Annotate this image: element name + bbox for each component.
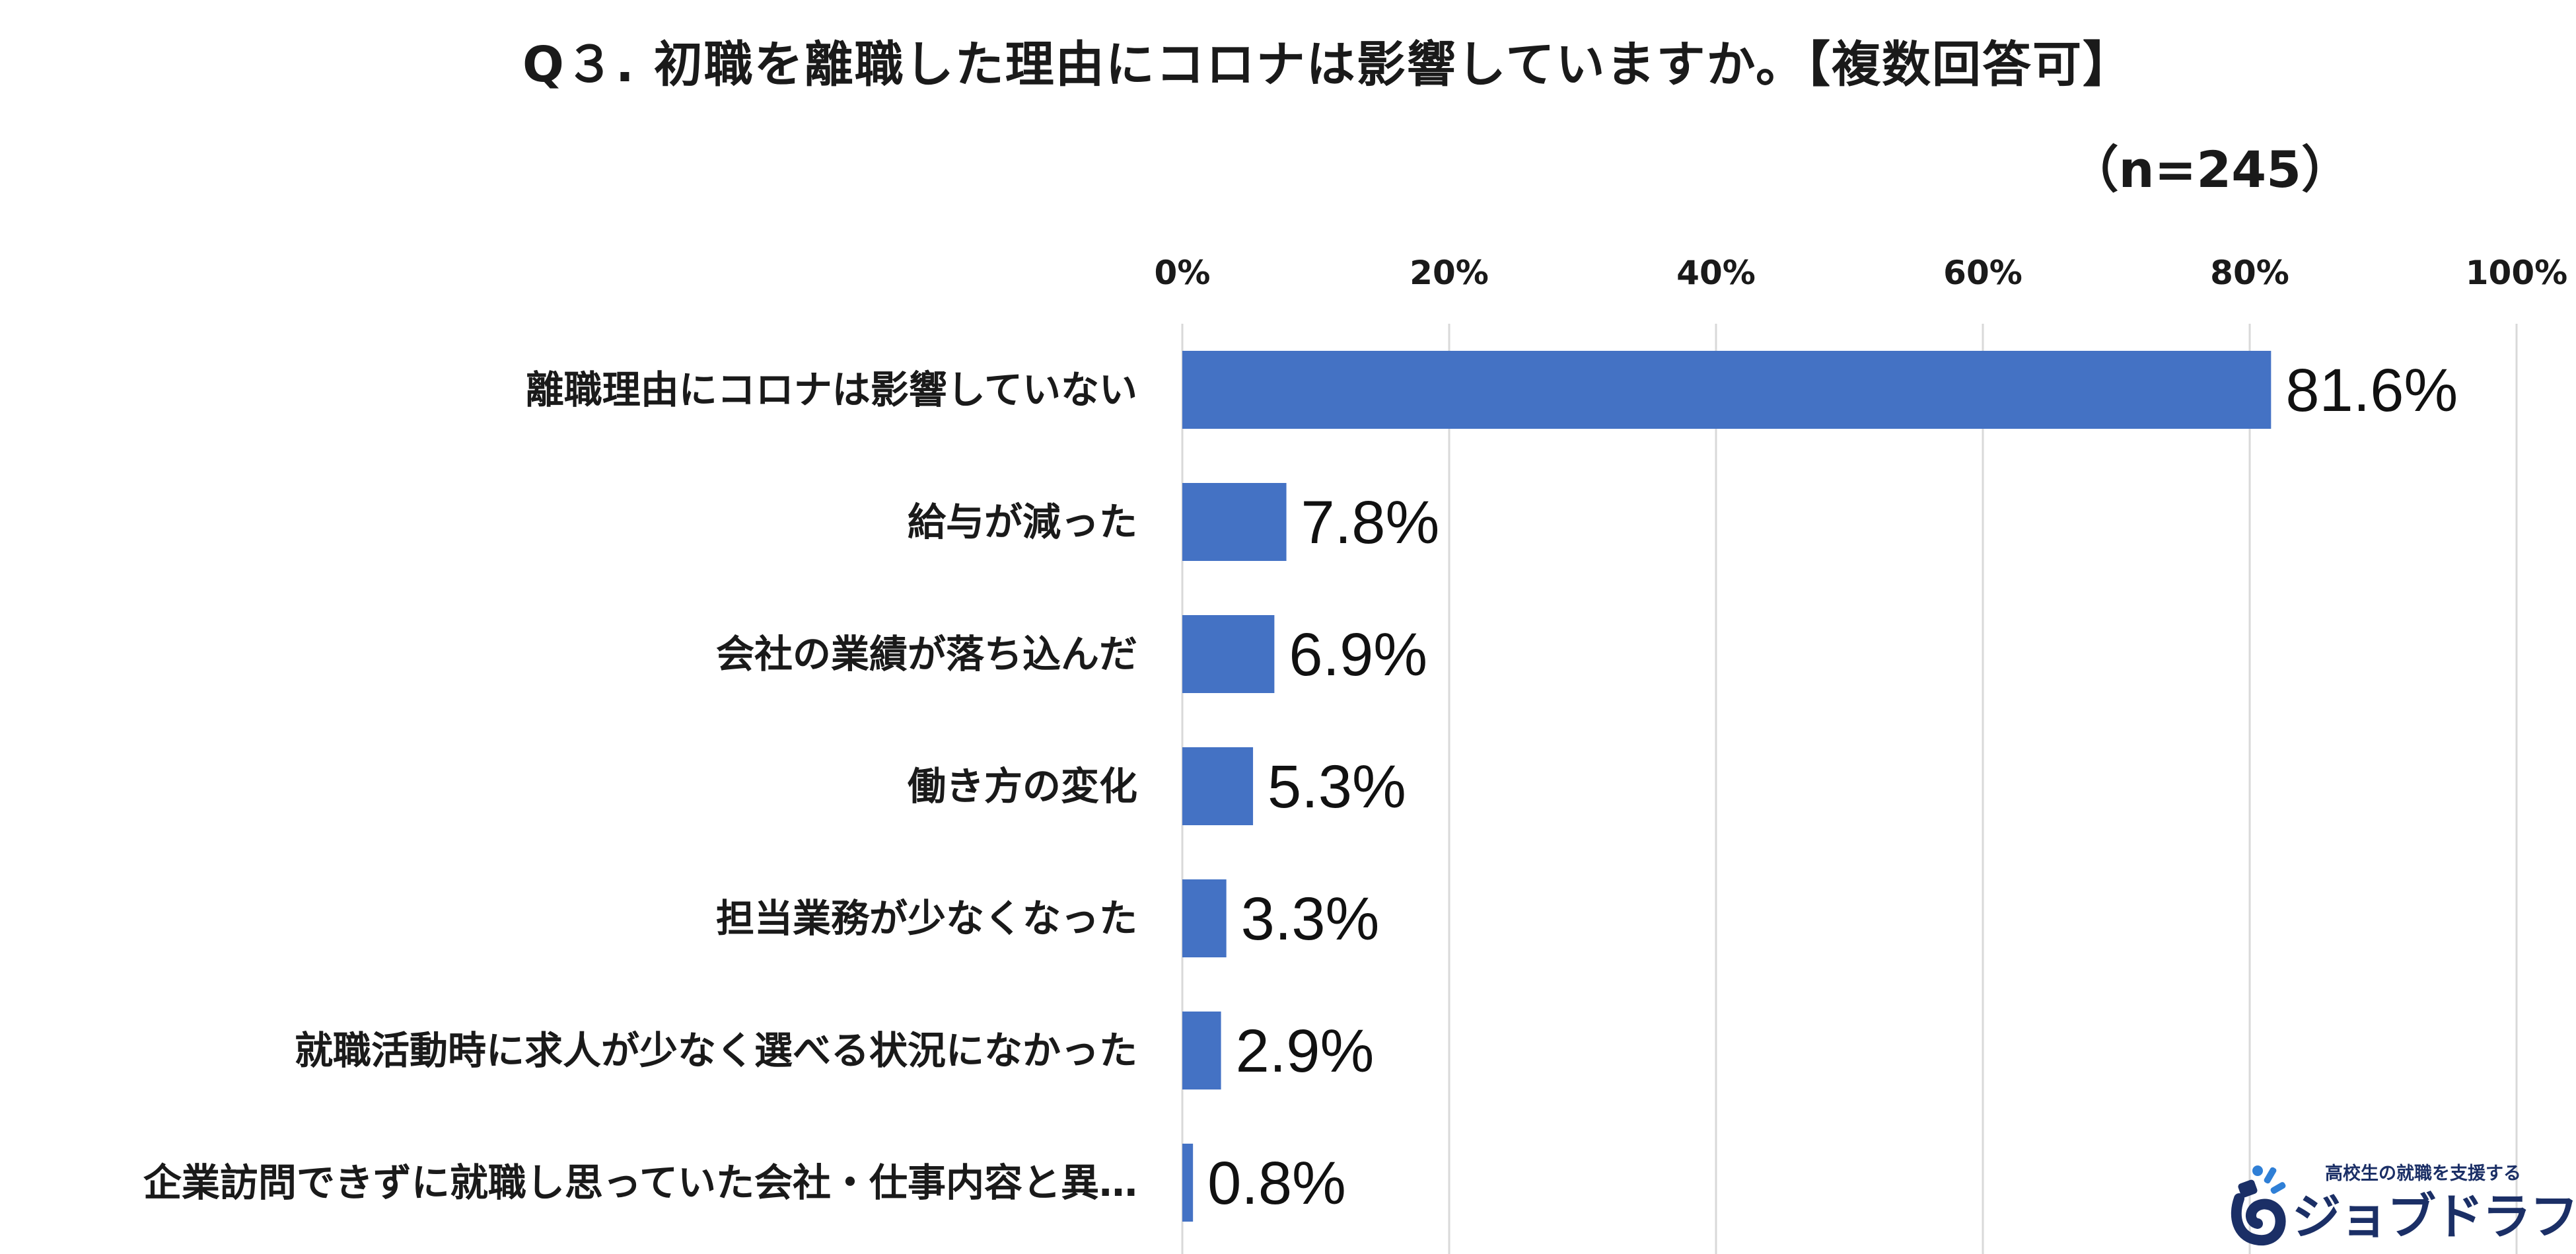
- category-label: 離職理由にコロナは影響していない: [526, 367, 1137, 412]
- bar: [1182, 879, 1227, 957]
- x-axis-ticks: 0% 20% 40% 60% 80% 100%: [1155, 254, 2568, 292]
- category-label: 会社の業績が落ち込んだ: [716, 632, 1137, 677]
- chart-title: Q３. 初職を離職した理由にコロナは影響していますか。【複数回答可】: [522, 36, 2133, 93]
- brand-logo: 高校生の就職を支援する ジョブドラフト: [2226, 1158, 2576, 1250]
- x-tick-label: 40%: [1676, 254, 1756, 292]
- bar: [1182, 1012, 1221, 1089]
- category-label: 企業訪問できずに就職し思っていた会社・仕事内容と異…: [143, 1160, 1137, 1205]
- category-label: 働き方の変化: [908, 764, 1137, 809]
- data-label: 7.8%: [1301, 489, 1440, 556]
- data-label: 3.3%: [1241, 885, 1380, 953]
- bars: [1182, 351, 2272, 1222]
- x-tick-label: 100%: [2466, 254, 2567, 292]
- data-label: 6.9%: [1289, 621, 1427, 688]
- category-label: 給与が減った: [908, 499, 1137, 544]
- category-labels: 離職理由にコロナは影響していない給与が減った会社の業績が落ち込んだ働き方の変化担…: [143, 367, 1137, 1205]
- x-tick-label: 60%: [1943, 254, 2022, 292]
- chart-subtitle: （n=245）: [2068, 140, 2351, 199]
- category-label: 就職活動時に求人が少なく選べる状況になかった: [295, 1028, 1137, 1073]
- bar: [1182, 483, 1287, 561]
- data-label: 81.6%: [2285, 357, 2458, 424]
- logo-tagline: 高校生の就職を支援する: [2325, 1163, 2521, 1184]
- bar: [1182, 747, 1254, 825]
- bar: [1182, 1144, 1194, 1222]
- x-tick-label: 20%: [1410, 254, 1489, 292]
- data-label: 2.9%: [1236, 1017, 1375, 1085]
- bar: [1182, 351, 2272, 429]
- data-label: 5.3%: [1268, 753, 1406, 821]
- logo-name: ジョブドラフト: [2292, 1189, 2576, 1245]
- bar: [1182, 615, 1275, 693]
- data-label: 0.8%: [1207, 1150, 1346, 1217]
- x-tick-label: 0%: [1155, 254, 1211, 292]
- data-labels: 81.6% 7.8% 6.9% 5.3% 3.3% 2.9% 0.8%: [1207, 357, 2458, 1217]
- logo-mark-icon: [2231, 1165, 2286, 1246]
- category-label: 担当業務が少なくなった: [716, 896, 1137, 941]
- x-tick-label: 80%: [2210, 254, 2289, 292]
